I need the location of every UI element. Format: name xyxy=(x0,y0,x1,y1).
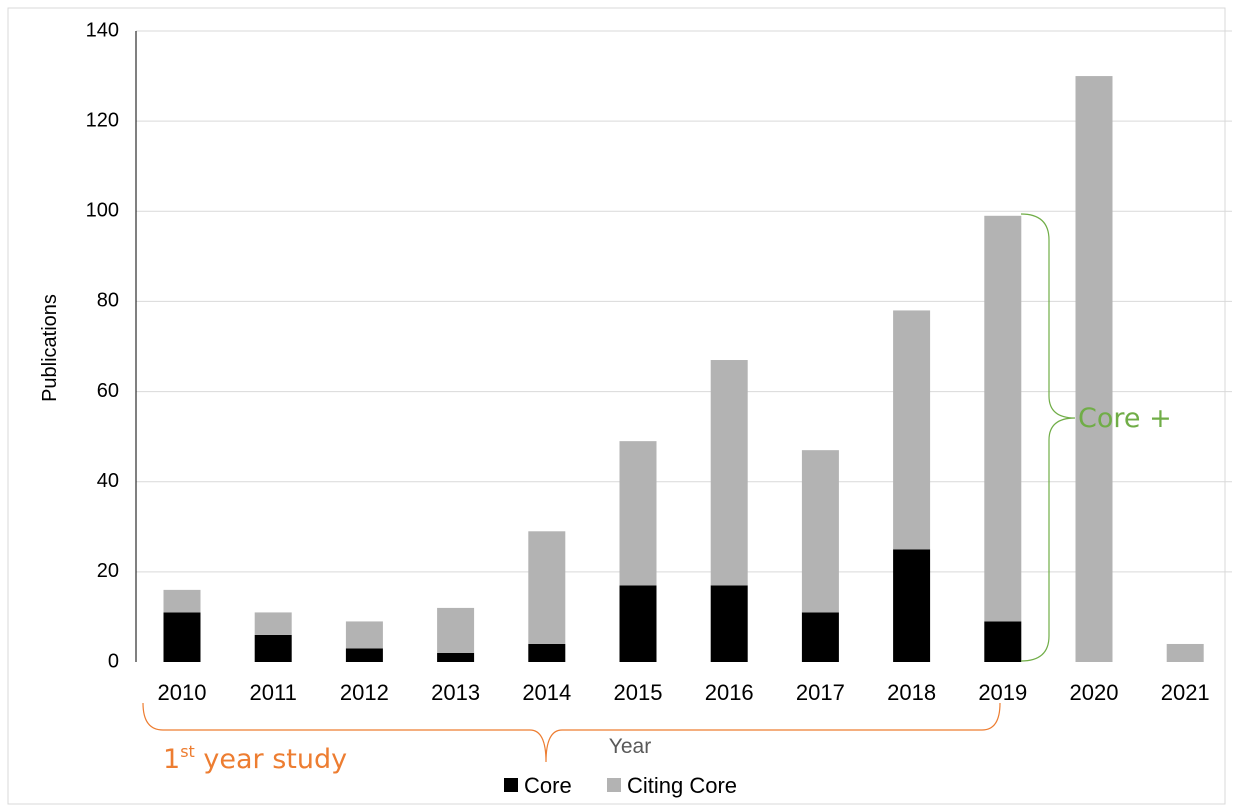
first-year-rest: year study xyxy=(195,744,347,775)
bar-citing-core-2012 xyxy=(345,621,383,649)
y-tick-label: 140 xyxy=(86,19,119,41)
bar-core-2010 xyxy=(163,612,201,662)
x-tick-label-2015: 2015 xyxy=(614,680,663,705)
legend-label-citing-core: Citing Core xyxy=(627,773,737,798)
first-year-sup: st xyxy=(180,742,195,761)
bar-citing-core-2017 xyxy=(801,450,839,613)
first-year-study-label: 1st year study xyxy=(163,742,347,775)
bar-core-2019 xyxy=(984,621,1022,662)
bar-core-2016 xyxy=(710,585,748,662)
x-tick-label-2016: 2016 xyxy=(705,680,754,705)
x-tick-label-2020: 2020 xyxy=(1070,680,1119,705)
x-tick-labels: 2010 2011 2012 2013 2014 2015 2016 2017 2018 2019… xyxy=(158,680,1210,705)
bar-core-2014 xyxy=(528,643,566,662)
core-plus-label: Core + xyxy=(1078,403,1172,434)
bar-citing-core-2013 xyxy=(437,607,475,653)
bar-core-2015 xyxy=(619,585,657,662)
y-tick-label: 0 xyxy=(108,650,119,672)
bar-core-2013 xyxy=(437,652,475,662)
chart-frame xyxy=(7,7,1226,805)
legend: Core Citing Core xyxy=(504,773,737,798)
bar-citing-core-2011 xyxy=(254,612,292,635)
x-axis-label: Year xyxy=(609,735,651,758)
bar-citing-core-2015 xyxy=(619,441,657,586)
core-plus-brace xyxy=(1020,213,1076,662)
bar-core-2017 xyxy=(801,612,839,662)
legend-swatch-citing-core xyxy=(607,778,621,792)
bar-core-2012 xyxy=(345,648,383,662)
y-tick-labels: 0 20 40 60 80 100 120 140 xyxy=(86,19,119,672)
bar-citing-core-2021 xyxy=(1166,643,1204,662)
bar-citing-core-2010 xyxy=(163,589,201,613)
bar-citing-core-2014 xyxy=(528,531,566,644)
bar-citing-core-2019 xyxy=(984,215,1022,622)
bars xyxy=(163,76,1204,663)
x-tick-label-2013: 2013 xyxy=(431,680,480,705)
legend-swatch-core xyxy=(504,778,518,792)
bar-citing-core-2018 xyxy=(893,310,931,550)
x-tick-label-2018: 2018 xyxy=(887,680,936,705)
first-year-base: 1 xyxy=(163,744,180,775)
first-year-study-annotation: 1st year study xyxy=(142,702,1001,775)
core-plus-annotation: Core + xyxy=(1020,213,1172,662)
x-tick-label-2014: 2014 xyxy=(522,680,571,705)
first-year-brace xyxy=(142,702,1001,763)
bar-core-2018 xyxy=(893,549,931,662)
x-tick-label-2019: 2019 xyxy=(978,680,1027,705)
y-axis-label: Publications xyxy=(39,294,61,402)
y-tick-label: 120 xyxy=(86,109,119,131)
legend-label-core: Core xyxy=(524,773,572,798)
x-tick-label-2011: 2011 xyxy=(250,680,297,705)
y-tick-label: 40 xyxy=(97,470,119,492)
y-tick-label: 60 xyxy=(97,380,119,402)
bar-citing-core-2016 xyxy=(710,360,748,586)
x-tick-label-2012: 2012 xyxy=(340,680,389,705)
gridlines xyxy=(136,30,1232,573)
y-tick-label: 20 xyxy=(97,560,119,582)
y-tick-label: 80 xyxy=(97,290,119,312)
y-tick-label: 100 xyxy=(86,200,119,222)
x-tick-label-2017: 2017 xyxy=(796,680,845,705)
x-tick-label-2021: 2021 xyxy=(1161,680,1210,705)
bar-core-2011 xyxy=(254,634,292,662)
bar-citing-core-2020 xyxy=(1075,76,1113,663)
x-tick-label-2010: 2010 xyxy=(158,680,207,705)
